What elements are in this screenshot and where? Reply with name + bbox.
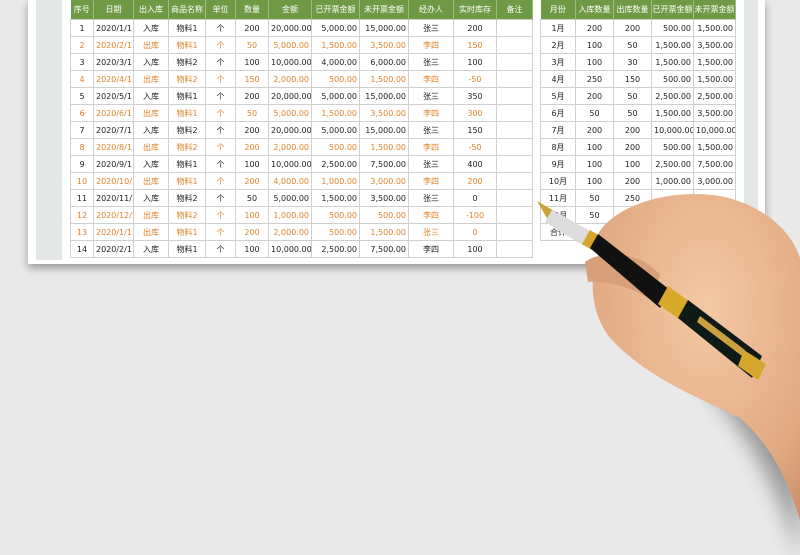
table-cell[interactable]: 7,500.00 — [359, 240, 409, 258]
column-header[interactable]: 数量 — [235, 0, 269, 20]
table-row: 12 2020/12/1 出库 物料2 个 100 1,000.00 500.00 500.00… — [70, 206, 533, 224]
table-cell[interactable] — [496, 240, 533, 258]
table-row: 14 2020/2/1 入库 物料1 个 100 10,000.00 2,500.00 7,50… — [70, 240, 533, 258]
table-row: 1 2020/1/1 入库 物料1 个 200 20,000.00 5,000.00 15,00… — [70, 19, 533, 37]
table-row: 3 2020/3/1 入库 物料2 个 100 10,000.00 4,000.00 6,000… — [70, 53, 533, 71]
column-header[interactable]: 日期 — [93, 0, 134, 20]
column-header[interactable]: 实时库存 — [453, 0, 497, 20]
column-header[interactable]: 商品名称 — [168, 0, 206, 20]
table-row: 5 2020/5/1 入库 物料1 个 200 20,000.00 5,000.00 15,00… — [70, 87, 533, 105]
table-row: 10月 100 200 1,000.00 3,000.00 — [540, 172, 736, 190]
column-header[interactable]: 单位 — [205, 0, 236, 20]
table-cell[interactable]: 物料1 — [168, 240, 206, 258]
column-header[interactable]: 备注 — [496, 0, 533, 20]
table-row: 3月 100 30 1,500.00 1,500.00 — [540, 53, 736, 71]
right-margin-strip — [744, 0, 758, 260]
inventory-table: 序号 日期 出入库 商品名称 单位 数量 金额 已开票金额 未开票金额 经办人 实时库存 备注 1 20… — [70, 0, 533, 258]
column-header[interactable]: 未开票金额 — [693, 0, 736, 20]
table-row: 6 2020/6/1 出库 物料1 个 50 5,000.00 1,500.00 3,500.0… — [70, 104, 533, 122]
table-row: 4 2020/4/1 出库 物料2 个 150 2,000.00 500.00 1,500.00… — [70, 70, 533, 88]
column-header[interactable]: 未开票金额 — [359, 0, 409, 20]
fountain-pen-icon — [537, 201, 766, 380]
table-row: 7月 200 200 10,000.00 10,000.00 — [540, 121, 736, 139]
table-row: 13 2020/1/1 出库 物料1 个 200 2,000.00 500.00 1,500.0… — [70, 223, 533, 241]
table-row: 8月 100 200 500.00 1,500.00 — [540, 138, 736, 156]
column-header[interactable]: 已开票金额 — [311, 0, 360, 20]
table-row: 9 2020/9/1 入库 物料1 个 100 10,000.00 2,500.00 7,500… — [70, 155, 533, 173]
column-header[interactable]: 金额 — [268, 0, 312, 20]
table-row: 2月 100 50 1,500.00 3,500.00 — [540, 36, 736, 54]
monthly-summary-table: 月份 入库数量 出库数量 已开票金额 未开票金额 1月 200 200 500.00 1,500… — [540, 0, 736, 241]
column-header[interactable]: 入库数量 — [575, 0, 614, 20]
column-header[interactable]: 经办人 — [408, 0, 454, 20]
column-header[interactable]: 已开票金额 — [651, 0, 694, 20]
table-cell[interactable]: 3,500.00 — [693, 104, 736, 122]
left-margin-strip — [36, 0, 62, 260]
table-cell[interactable]: 李四 — [408, 240, 454, 258]
column-header[interactable]: 序号 — [70, 0, 94, 20]
column-header[interactable]: 出库数量 — [613, 0, 652, 20]
column-header[interactable]: 出入库 — [133, 0, 169, 20]
table-row: 4月 250 150 500.00 1,500.00 — [540, 70, 736, 88]
column-header[interactable]: 月份 — [540, 0, 576, 20]
